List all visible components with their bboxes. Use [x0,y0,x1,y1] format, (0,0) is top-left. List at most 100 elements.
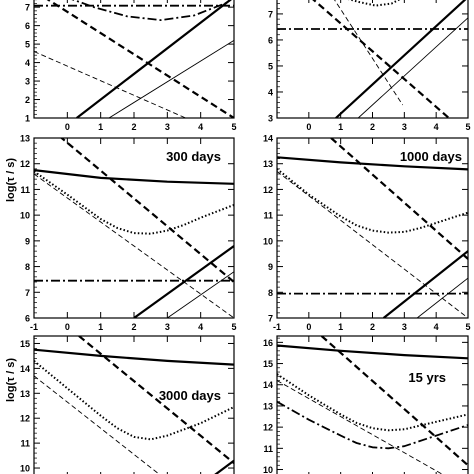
y-tick-label: 16 [263,338,273,348]
y-tick-label: 13 [20,134,30,144]
series-line-4 [334,0,404,106]
y-tick-label: 4 [268,87,273,97]
y-tick-label: 6 [25,21,30,31]
x-tick-label: 3 [402,322,407,332]
x-tick-label: 5 [465,322,470,332]
y-tick-label: 14 [263,134,273,144]
panel-title: 300 days [166,149,221,164]
panel-title: 1000 days [400,149,462,164]
x-tick-label: -1 [30,322,38,332]
series-line-5 [382,250,468,318]
series-line-6 [71,0,232,21]
x-tick-label: 2 [131,122,136,132]
chart-panel-5: 10 11 12 13 14 15 3000 days log(τ / s) [5,335,235,474]
series-line-4 [34,51,186,118]
y-tick-label: 9 [268,262,273,272]
series-line-3 [312,0,450,118]
panel-title: 3000 days [159,388,221,403]
y-tick-label: 3 [25,77,30,87]
series-group [277,336,468,474]
series-line-4 [277,171,468,318]
y-tick-label: 5 [268,61,273,71]
y-tick-label: 15 [263,359,273,369]
series-line-2 [277,373,468,432]
series-line-6 [347,0,401,7]
y-tick-label: 7 [268,9,273,19]
y-tick-label: 14 [20,364,30,374]
chart-panel-1: 1 2 3 4 5 6 7 0 1 2 3 4 5 [25,0,237,132]
series-line-5 [133,245,234,318]
y-tick-label: 6 [268,35,273,45]
x-tick-label: 5 [231,122,236,132]
x-tick-label: 3 [165,322,170,332]
y-tick-label: 1 [25,114,30,124]
x-tick-label: 5 [231,322,236,332]
x-tick-label: 0 [306,322,311,332]
series-line-2 [34,170,234,235]
series-group [34,0,234,118]
y-tick-label: 3 [268,114,273,124]
y-tick-label: 11 [20,439,30,449]
y-tick-label: 10 [20,211,30,221]
x-tick-label: 1 [338,322,343,332]
series-line-6 [167,271,234,318]
x-tick-label: 4 [198,122,203,132]
y-tick-label: 6 [25,314,30,324]
x-tick-label: 3 [402,122,407,132]
x-tick-label: 4 [434,322,439,332]
y-tick-label: 4 [25,58,30,68]
series-line-2 [108,40,234,118]
x-tick-label: 0 [65,322,70,332]
y-tick-label: 2 [25,95,30,105]
y-tick-label: 11 [20,185,30,195]
x-tick-label: 4 [434,122,439,132]
series-line-1 [277,344,468,360]
series-line-1 [277,156,468,171]
y-tick-label: 12 [263,185,273,195]
y-tick-label: 10 [263,465,273,474]
x-tick-label: 4 [198,322,203,332]
x-tick-label: 1 [338,122,343,132]
series-line-1 [34,169,234,185]
chart-panel-2: 3 4 5 6 7 0 1 2 3 4 5 [268,0,471,132]
series-line-1 [335,0,467,118]
chart-panel-6: 10 11 12 13 14 15 16 15 yrs [263,335,469,474]
y-axis-title: log(τ / s) [5,358,17,402]
y-tick-label: 5 [25,40,30,50]
y-tick-label: 10 [263,236,273,246]
y-tick-label: 10 [20,464,30,474]
y-tick-label: 13 [20,389,30,399]
y-tick-label: 11 [263,444,273,454]
series-line-4 [34,375,160,474]
y-tick-label: 8 [25,262,30,272]
y-tick-label: 13 [263,401,273,411]
y-tick-label: 13 [263,159,273,169]
x-tick-label: 0 [65,122,70,132]
x-tick-label: 5 [465,122,470,132]
x-tick-label: 0 [306,122,311,132]
x-tick-label: 3 [165,122,170,132]
y-tick-label: 12 [263,423,273,433]
y-tick-label: 11 [263,211,273,221]
series-group [277,138,468,318]
x-tick-label: 2 [131,322,136,332]
series-line-5 [277,380,443,474]
x-tick-label: 2 [370,322,375,332]
y-tick-label: 12 [20,414,30,424]
y-tick-label: 7 [25,3,30,13]
series-line-2 [357,17,468,118]
x-tick-label: 1 [98,122,103,132]
y-tick-label: 9 [25,236,30,246]
x-tick-label: -1 [273,322,281,332]
series-line-4 [34,173,234,318]
y-tick-label: 8 [268,288,273,298]
panel-title: 15 yrs [408,370,446,385]
y-tick-label: 12 [20,159,30,169]
series-line-1 [34,348,234,366]
y-tick-label: 15 [20,339,30,349]
series-line-6 [416,277,468,318]
series-line-5 [214,459,234,474]
